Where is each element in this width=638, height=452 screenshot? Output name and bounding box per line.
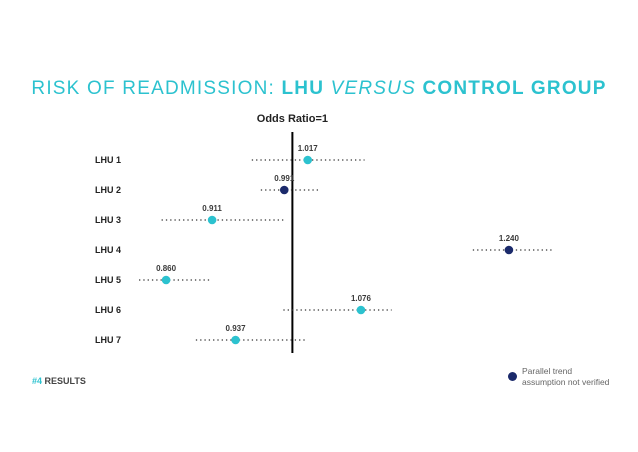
forest-row: LHU 6 1.076 [95,294,392,315]
odds-ratio-value-label: 0.860 [156,264,177,273]
odds-ratio-point [161,275,171,285]
row-label: LHU 4 [95,245,121,255]
title-part-1: RISK OF READMISSION: [31,78,282,99]
chart-title: RISK OF READMISSION: LHU VERSUS CONTROL … [0,78,638,100]
forest-row: LHU 5 0.860 [95,264,210,285]
odds-ratio-value-label: 0.937 [226,324,247,333]
odds-ratio-point [504,245,514,255]
row-label: LHU 6 [95,305,121,315]
odds-ratio-value-label: 0.911 [202,204,222,213]
legend-line-2: assumption not verified [522,377,610,387]
odds-ratio-value-label: 1.240 [499,234,520,243]
title-part-3: VERSUS [330,78,416,99]
forest-rows: LHU 1 1.017 LHU 2 0.991 LHU 3 0.911 LHU 4 1.240… [95,144,555,345]
reference-line-label: Odds Ratio=1 [257,113,328,125]
forest-row: LHU 1 1.017 [95,144,365,165]
legend-line-1: Parallel trend [522,366,573,376]
section-footer: #4 RESULTS [32,376,86,386]
legend-text: Parallel trend assumption not verified [522,366,609,388]
section-number: #4 [32,376,43,386]
row-label: LHU 3 [95,215,121,225]
odds-ratio-point [279,185,289,195]
legend-navy-dot [508,372,517,381]
title-part-4: CONTROL GROUP [415,78,607,99]
forest-row: LHU 4 1.240 [95,234,555,255]
odds-ratio-value-label: 1.017 [298,144,319,153]
odds-ratio-value-label: 0.991 [274,174,295,183]
row-label: LHU 7 [95,335,121,345]
forest-row: LHU 7 0.937 [95,324,306,345]
odds-ratio-point [303,155,313,165]
odds-ratio-point [231,335,240,345]
odds-ratio-value-label: 1.076 [351,294,372,303]
title-part-2: LHU [281,78,331,99]
row-label: LHU 1 [95,155,121,165]
forest-row: LHU 2 0.991 [95,174,320,195]
forest-row: LHU 3 0.911 [95,204,287,225]
row-label: LHU 2 [95,185,121,195]
section-label: RESULTS [42,376,86,386]
odds-ratio-point [207,215,217,225]
odds-ratio-point [356,305,366,315]
row-label: LHU 5 [95,275,121,285]
